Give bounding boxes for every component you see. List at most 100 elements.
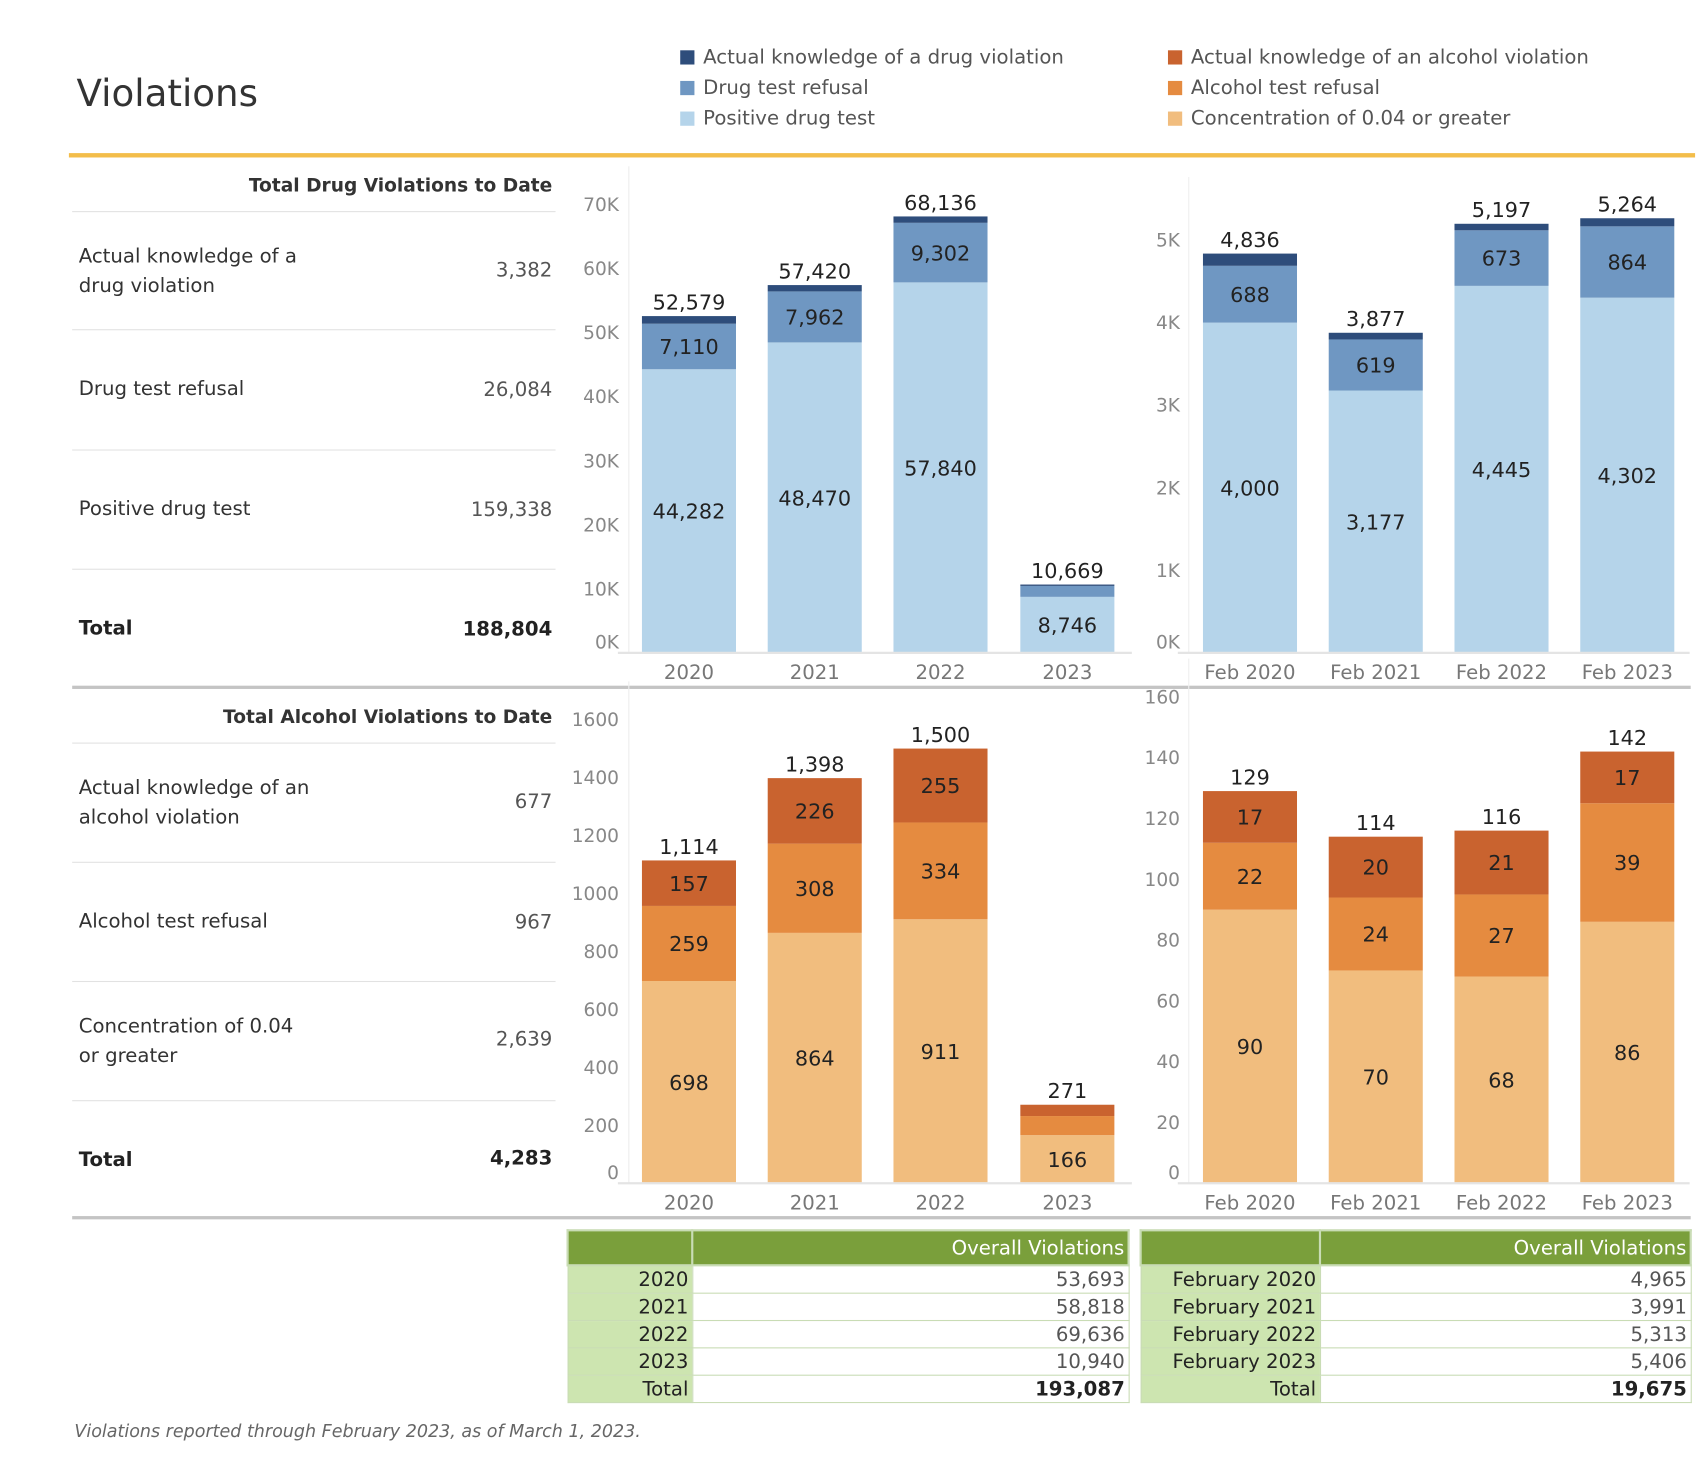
y-tick-label: 10K bbox=[583, 579, 620, 600]
summary-row: Actual knowledge of a drug violation 3,38… bbox=[72, 211, 556, 330]
total-label: 4,836 bbox=[1220, 228, 1279, 252]
table-row: Total 193,087 bbox=[567, 1374, 1130, 1404]
y-tick-label: 400 bbox=[584, 1058, 619, 1079]
summary-total-row: Total 4,283 bbox=[72, 1100, 556, 1210]
y-tick-label: 70K bbox=[583, 195, 620, 216]
table-row: 2022 69,636 bbox=[567, 1319, 1130, 1349]
segment-label: 48,470 bbox=[778, 486, 851, 510]
segment-label: 17 bbox=[1614, 766, 1640, 790]
bar-segment bbox=[1454, 230, 1549, 286]
y-tick-label: 80 bbox=[1156, 931, 1180, 952]
bar-segment bbox=[1020, 1104, 1115, 1117]
row-key: February 2023 bbox=[1140, 1347, 1321, 1376]
legend-item: Positive drug test bbox=[680, 107, 875, 130]
y-tick-label: 20 bbox=[1156, 1113, 1180, 1134]
segment-label: 619 bbox=[1356, 354, 1396, 378]
bar-segment bbox=[1020, 1116, 1115, 1136]
bar-segment bbox=[1202, 322, 1298, 653]
row-value: 4,965 bbox=[1319, 1264, 1692, 1294]
table-header: Overall Violations bbox=[691, 1229, 1130, 1267]
bar-segment bbox=[1580, 751, 1675, 804]
bar-segment bbox=[1202, 842, 1298, 910]
y-tick-label: 160 bbox=[1145, 687, 1180, 708]
total-label: 5,197 bbox=[1472, 198, 1531, 222]
x-tick-label: Feb 2022 bbox=[1456, 1192, 1547, 1215]
y-tick-label: 0K bbox=[595, 633, 620, 654]
row-label: Actual knowledge of a drug violation bbox=[78, 244, 297, 298]
summary-total-row: Total 188,804 bbox=[72, 568, 556, 679]
bar-segment bbox=[641, 369, 736, 653]
table-row: 2023 10,940 bbox=[567, 1347, 1130, 1376]
total-label: 68,136 bbox=[904, 191, 977, 215]
section-divider bbox=[72, 685, 1691, 689]
yearly-overall-table: Overall Violations 2020 53,693 2021 58,818 2… bbox=[566, 1229, 1130, 1404]
legend-label: Drug test refusal bbox=[703, 76, 869, 100]
total-label: 129 bbox=[1230, 766, 1270, 790]
bar-segment bbox=[1020, 1135, 1115, 1184]
row-value: 5,313 bbox=[1319, 1319, 1692, 1349]
row-label: Positive drug test bbox=[78, 497, 251, 521]
legend-item: Actual knowledge of a drug violation bbox=[680, 46, 1064, 69]
bar-segment bbox=[1454, 285, 1549, 653]
segment-label: 22 bbox=[1237, 865, 1263, 889]
row-value: 4,283 bbox=[490, 1147, 553, 1171]
legend-swatch bbox=[1167, 111, 1183, 126]
y-tick-label: 140 bbox=[1145, 748, 1180, 769]
y-tick-label: 60 bbox=[1156, 991, 1180, 1012]
row-value: 69,636 bbox=[691, 1319, 1130, 1349]
bar-segment bbox=[1020, 584, 1115, 586]
bar-segment bbox=[1328, 339, 1423, 391]
bar-segment bbox=[893, 822, 988, 920]
x-tick-label: 2021 bbox=[790, 1192, 840, 1215]
row-value: 5,406 bbox=[1319, 1347, 1692, 1376]
segment-label: 44,282 bbox=[653, 500, 726, 524]
row-key: 2023 bbox=[567, 1347, 693, 1376]
table-header-blank bbox=[566, 1229, 694, 1267]
bar-segment bbox=[767, 843, 862, 933]
bar-segment bbox=[1202, 909, 1298, 1184]
y-tick-label: 100 bbox=[1145, 870, 1180, 891]
row-key: 2021 bbox=[567, 1292, 693, 1322]
bar-segment bbox=[641, 980, 736, 1184]
segment-label: 864 bbox=[795, 1047, 835, 1071]
row-value: 188,804 bbox=[462, 617, 553, 641]
row-label: Total bbox=[78, 1148, 133, 1172]
x-tick-label: 2023 bbox=[1042, 1192, 1092, 1215]
y-tick-label: 1000 bbox=[572, 884, 619, 905]
summary-row: Concentration of 0.04 or greater 2,639 bbox=[72, 980, 556, 1101]
alcohol-summary-header: Total Alcohol Violations to Date bbox=[223, 706, 553, 729]
x-tick-label: Feb 2022 bbox=[1456, 661, 1547, 684]
bar-segment bbox=[893, 282, 988, 653]
bar-segment bbox=[1454, 223, 1549, 231]
segment-label: 3,177 bbox=[1346, 510, 1405, 534]
bar-segment bbox=[767, 342, 862, 653]
legend-swatch bbox=[1167, 80, 1183, 96]
segment-label: 57,840 bbox=[904, 456, 977, 480]
summary-row: Actual knowledge of an alcohol violation… bbox=[72, 742, 556, 862]
legend-swatch bbox=[1167, 50, 1183, 65]
total-label: 114 bbox=[1356, 811, 1396, 835]
bar-segment bbox=[1328, 390, 1423, 653]
segment-label: 259 bbox=[669, 932, 709, 956]
y-tick-label: 50K bbox=[583, 323, 620, 344]
summary-row: Drug test refusal 26,084 bbox=[72, 329, 556, 450]
segment-label: 9,302 bbox=[911, 241, 970, 265]
bar-segment bbox=[1580, 921, 1675, 1184]
row-value: 10,940 bbox=[691, 1347, 1130, 1376]
legend-label: Actual knowledge of an alcohol violation bbox=[1190, 45, 1589, 69]
x-tick-label: Feb 2021 bbox=[1330, 661, 1421, 684]
total-label: 10,669 bbox=[1031, 559, 1104, 583]
footnote: Violations reported through February 202… bbox=[74, 1420, 641, 1442]
total-label: 1,114 bbox=[659, 835, 718, 859]
row-value: 677 bbox=[514, 790, 553, 814]
segment-label: 20 bbox=[1363, 856, 1389, 880]
bar-segment bbox=[1328, 836, 1423, 898]
y-tick-label: 3K bbox=[1156, 396, 1181, 417]
segment-label: 698 bbox=[669, 1071, 709, 1095]
table-row: 2020 53,693 bbox=[567, 1264, 1130, 1294]
bar-segment bbox=[1580, 297, 1675, 653]
x-tick-label: Feb 2020 bbox=[1204, 661, 1295, 684]
legend-swatch bbox=[680, 80, 695, 96]
row-value: 58,818 bbox=[691, 1292, 1130, 1322]
y-tick-label: 200 bbox=[584, 1116, 619, 1137]
